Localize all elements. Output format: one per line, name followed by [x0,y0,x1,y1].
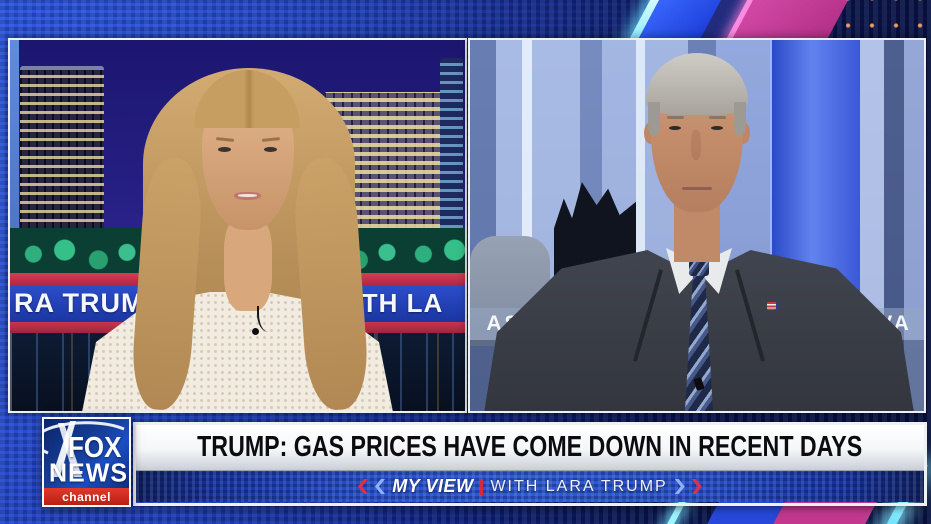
host-smile [238,194,257,197]
right-video-feed: ASH VA [468,38,926,413]
guest-eyebrow [667,116,684,119]
lavalier-mic-icon [252,328,259,335]
host-eye [218,147,231,152]
logo-word-fox: FOX [68,430,122,464]
guest-eye [711,126,723,130]
guest-mouth [682,187,712,190]
building-silhouette [440,58,463,282]
guest-eye [669,126,681,130]
left-video-feed: RA TRUM WITH LA [8,38,467,413]
logo-word-news: NEWS [49,458,128,488]
lower-third: TRUMP: GAS PRICES HAVE COME DOWN IN RECE… [133,422,927,506]
title-divider [480,478,484,495]
host-neck [224,215,272,311]
backdrop-edge-strip [10,40,19,411]
backdrop-light-slit [522,40,532,411]
chevron-right-icon [691,479,702,494]
guest-tie-knot [689,260,709,276]
guest-sideburn [734,102,746,136]
fox-news-channel-logo: FOX NEWS channel [42,417,131,507]
flag-pin-icon [767,302,778,310]
guest-sideburn [648,102,660,136]
chyron-headline: TRUMP: GAS PRICES HAVE COME DOWN IN RECE… [197,431,863,463]
host-eye [264,147,277,152]
backdrop-ticker-text-left: RA TRUM [14,288,145,318]
backdrop-light-slit [636,40,645,411]
logo-channel-bar: channel [44,488,129,505]
show-subtitle: WITH LARA TRUMP [490,477,668,495]
searchlight-beams-icon [44,421,125,477]
chevron-right-icon [674,479,685,494]
chevron-left-icon [375,479,385,494]
lavalier-mic-wire [257,306,273,332]
chevron-left-icon [358,479,368,494]
show-banner: MY VIEW WITH LARA TRUMP [136,471,924,502]
show-title: MY VIEW [392,476,474,496]
guest-nose [691,130,701,160]
guest-eyebrow [709,116,726,119]
chyron-bar: TRUMP: GAS PRICES HAVE COME DOWN IN RECE… [136,425,924,471]
building-silhouette [20,66,104,240]
